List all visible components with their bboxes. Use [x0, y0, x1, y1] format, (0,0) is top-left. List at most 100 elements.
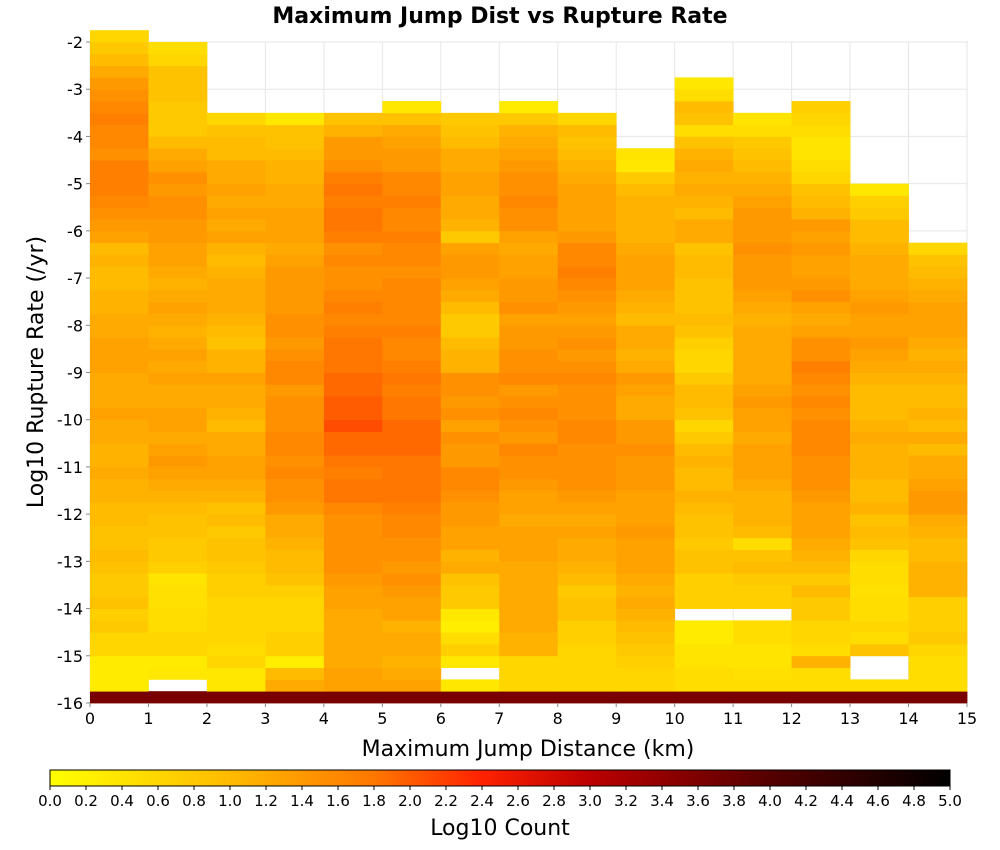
heatmap-cell — [90, 160, 149, 173]
heatmap-cell — [265, 254, 325, 267]
heatmap-cell — [733, 443, 792, 456]
heatmap-cell — [557, 124, 617, 137]
heatmap-cell — [499, 348, 559, 362]
y-tick-label: -10 — [57, 411, 83, 430]
heatmap-cell — [382, 360, 442, 373]
colorbar-tick-label: 0.0 — [38, 792, 62, 810]
heatmap-cell — [557, 502, 617, 515]
heatmap-cell — [499, 160, 559, 173]
x-tick-label: 6 — [436, 709, 446, 728]
heatmap-cell — [206, 242, 266, 255]
heatmap-cell — [908, 301, 968, 314]
colorbar-label: Log10 Count — [430, 816, 570, 841]
colorbar-tick-label: 2.6 — [506, 792, 530, 810]
heatmap-cell — [616, 278, 676, 291]
heatmap-cell — [206, 537, 266, 550]
heatmap-cell — [90, 183, 149, 196]
heatmap-cell — [440, 466, 500, 480]
heatmap-cell — [265, 655, 325, 668]
heatmap-cell — [206, 230, 266, 244]
heatmap-cells — [90, 30, 968, 704]
heatmap-cell — [850, 360, 909, 373]
heatmap-cell — [206, 679, 266, 692]
heatmap-cell — [908, 478, 968, 491]
colorbar-tick-label: 2.8 — [542, 792, 566, 810]
heatmap-cell — [850, 478, 909, 491]
heatmap-cell — [733, 679, 792, 692]
heatmap-cell — [323, 455, 383, 468]
heatmap-cell — [557, 584, 617, 598]
heatmap-cell — [148, 207, 208, 220]
heatmap-cell — [323, 691, 383, 704]
heatmap-cell — [850, 573, 909, 586]
heatmap-cell — [499, 584, 559, 598]
colorbar-tick-label: 1.0 — [218, 792, 242, 810]
heatmap-cell — [674, 266, 734, 279]
heatmap-cell — [733, 242, 792, 255]
heatmap-cell — [148, 643, 208, 657]
heatmap-cell — [674, 502, 734, 515]
heatmap-cell — [206, 655, 266, 668]
heatmap-cell — [499, 407, 559, 421]
heatmap-cell — [557, 691, 617, 704]
heatmap-cell — [499, 466, 559, 480]
heatmap-cell — [382, 679, 442, 692]
heatmap-cell — [557, 313, 617, 326]
colorbar-tick-label: 5.0 — [938, 792, 962, 810]
heatmap-cell — [499, 667, 559, 680]
heatmap-cell — [440, 655, 500, 668]
heatmap-cell — [440, 219, 500, 232]
heatmap-cell — [616, 230, 676, 244]
heatmap-cell — [323, 407, 383, 421]
y-tick-label: -6 — [67, 222, 83, 241]
heatmap-cell — [265, 160, 325, 173]
heatmap-cell — [148, 65, 208, 78]
heatmap-cell — [733, 573, 792, 586]
heatmap-cell — [557, 514, 617, 527]
heatmap-cell — [791, 278, 851, 291]
heatmap-cell — [440, 407, 500, 421]
heatmap-cell — [616, 360, 676, 373]
heatmap-cell — [616, 148, 676, 161]
heatmap-cell — [674, 301, 734, 314]
heatmap-cell — [908, 643, 968, 657]
heatmap-cell — [791, 466, 851, 480]
heatmap-cell — [90, 148, 149, 161]
heatmap-cell — [440, 266, 500, 279]
heatmap-cell — [265, 348, 325, 362]
heatmap-cell — [616, 219, 676, 232]
heatmap-cell — [440, 171, 500, 185]
heatmap-cell — [850, 254, 909, 267]
heatmap-cell — [733, 278, 792, 291]
heatmap-cell — [616, 632, 676, 645]
heatmap-cell — [265, 443, 325, 456]
heatmap-cell — [206, 372, 266, 385]
heatmap-cell — [908, 360, 968, 373]
heatmap-cell — [850, 396, 909, 409]
heatmap-cell — [323, 490, 383, 503]
heatmap-cell — [206, 160, 266, 173]
heatmap-cell — [791, 348, 851, 362]
colorbar-tick-label: 3.2 — [614, 792, 638, 810]
heatmap-cell — [850, 195, 909, 208]
x-tick-label: 9 — [611, 709, 621, 728]
heatmap-cell — [206, 254, 266, 267]
heatmap-cell — [90, 407, 149, 421]
heatmap-cell — [90, 65, 149, 78]
heatmap-cell — [382, 289, 442, 303]
heatmap-cell — [382, 667, 442, 680]
heatmap-cell — [382, 384, 442, 397]
heatmap-cell — [265, 124, 325, 137]
heatmap-cell — [850, 466, 909, 480]
heatmap-cell — [206, 691, 266, 704]
heatmap-cell — [440, 112, 500, 126]
heatmap-cell — [265, 313, 325, 326]
heatmap-cell — [206, 596, 266, 609]
heatmap-cell — [206, 325, 266, 338]
heatmap-cell — [148, 561, 208, 574]
heatmap-cell — [791, 148, 851, 161]
heatmap-cell — [908, 313, 968, 326]
heatmap-cell — [908, 372, 968, 385]
heatmap-cell — [616, 691, 676, 704]
heatmap-cell — [791, 384, 851, 397]
